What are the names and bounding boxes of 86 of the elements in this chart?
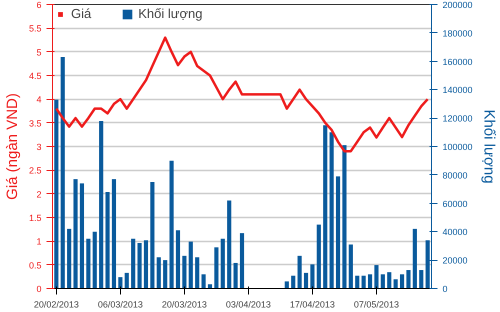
bar <box>298 256 302 288</box>
bar <box>220 238 225 288</box>
bar <box>124 272 129 288</box>
bar <box>310 264 315 288</box>
bar <box>330 132 334 288</box>
bar <box>150 182 154 288</box>
bar <box>163 260 168 288</box>
y-tick-label: 1.5 <box>28 213 42 223</box>
bar <box>73 179 78 288</box>
bar <box>387 272 392 288</box>
bar <box>188 242 193 288</box>
bar <box>234 262 238 288</box>
bar <box>355 276 360 288</box>
bar <box>176 230 180 288</box>
y-tick-label: 3.5 <box>28 118 42 128</box>
y2-tick-label: 160000 <box>442 56 473 67</box>
bar <box>67 228 72 288</box>
line-series <box>55 36 429 152</box>
y-tick-label: 3 <box>36 142 42 152</box>
y-tick-label: 4.5 <box>28 71 42 81</box>
bar <box>99 120 104 288</box>
y2-tick-label: 200000 <box>442 0 473 10</box>
bar <box>131 238 136 288</box>
y2-tick-label: 120000 <box>442 114 473 124</box>
y2-tick-label: 140000 <box>442 85 473 96</box>
x-tick-label: 07/05/2013 <box>354 300 399 310</box>
bar <box>182 256 186 288</box>
legend-label: Giá <box>71 6 92 21</box>
bar <box>284 281 289 288</box>
bar <box>406 270 411 288</box>
y-tick-label: 5.5 <box>28 24 42 34</box>
bar <box>208 284 212 288</box>
y2-tick-label: 20000 <box>442 256 468 266</box>
y-tick-label: 1 <box>36 236 42 247</box>
y-axis-title: Giá (ngàn VND) <box>4 93 21 200</box>
bar <box>368 274 372 288</box>
x-tick-label: 20/02/2013 <box>34 300 79 310</box>
y2-tick-label: 100000 <box>442 142 473 152</box>
y2-tick-label: 0 <box>442 284 448 294</box>
bar <box>316 224 321 288</box>
x-tick-label: 03/04/2013 <box>226 300 271 310</box>
bar <box>380 274 385 288</box>
bar <box>419 270 424 288</box>
bar <box>86 238 90 288</box>
bar <box>169 160 174 288</box>
bar <box>112 179 116 288</box>
bar <box>202 274 206 288</box>
bar <box>400 274 404 288</box>
bar <box>105 192 110 288</box>
legend-label: Khối lượng <box>138 6 202 21</box>
bar <box>54 100 58 288</box>
bar <box>348 244 353 288</box>
y2-tick-label: 40000 <box>442 227 468 238</box>
y2-tick-label: 80000 <box>442 170 468 180</box>
bar <box>412 228 417 288</box>
bar <box>291 276 296 288</box>
bar <box>323 125 328 288</box>
y-tick-label: 0.5 <box>28 260 42 270</box>
bar <box>60 57 65 288</box>
bar <box>362 276 366 288</box>
y2-axis-title: Khối lượng <box>480 109 498 184</box>
bar <box>195 257 200 288</box>
bar <box>144 240 148 288</box>
bar <box>227 200 232 288</box>
x-tick-label: 06/03/2013 <box>98 300 143 310</box>
bar <box>156 257 161 288</box>
bar <box>304 272 308 288</box>
bar <box>92 232 97 288</box>
bar <box>214 247 218 288</box>
y2-tick-label: 60000 <box>442 198 468 209</box>
x-tick-label: 17/04/2013 <box>290 300 335 310</box>
bar <box>336 176 340 288</box>
y-tick-label: 5 <box>36 47 42 58</box>
bar <box>342 145 347 288</box>
bar <box>80 183 84 288</box>
y-tick-label: 4 <box>36 94 42 105</box>
y-tick-label: 2 <box>36 189 42 200</box>
y2-tick-label: 180000 <box>442 28 473 38</box>
y-tick-label: 2.5 <box>28 166 42 176</box>
x-tick-label: 20/03/2013 <box>162 300 207 310</box>
bar <box>118 277 122 288</box>
y-tick-label: 6 <box>36 0 42 10</box>
bar <box>374 265 379 288</box>
y-tick-label: 0 <box>36 284 42 294</box>
bar <box>240 233 244 288</box>
bar <box>137 243 142 288</box>
